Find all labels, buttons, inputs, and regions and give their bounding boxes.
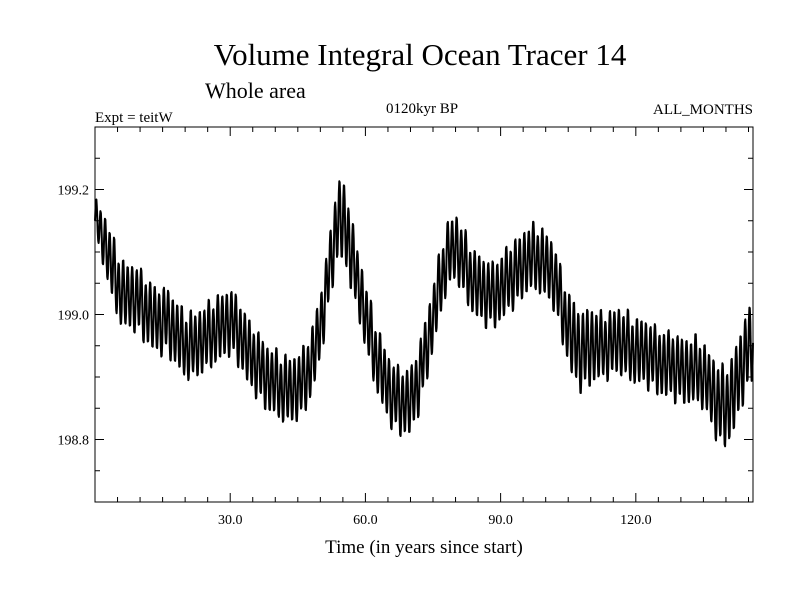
x-axis-label: Time (in years since start) [325,537,523,558]
series-line [94,180,754,448]
x-tick-label: 60.0 [353,513,378,528]
chart-subtitle: Whole area [205,78,306,103]
expt-label: Expt = teitW [95,110,173,126]
y-tick-label: 199.0 [58,309,90,324]
x-tick-label: 30.0 [218,513,243,528]
axis-ticks [95,127,753,502]
y-tick-label: 198.8 [58,434,90,449]
y-tick-label: 199.2 [58,184,90,199]
x-tick-label: 120.0 [620,513,652,528]
chart-title: Volume Integral Ocean Tracer 14 [214,37,627,72]
axis-tick-labels: 30.0 60.0 90.0 120.0 198.8 199.0 199.2 [58,184,652,529]
months-label: ALL_MONTHS [653,102,753,118]
x-tick-label: 90.0 [488,513,513,528]
period-label: 0120kyr BP [386,101,458,117]
plot-frame [94,126,754,503]
